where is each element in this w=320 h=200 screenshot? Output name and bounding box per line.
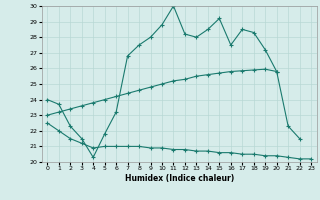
X-axis label: Humidex (Indice chaleur): Humidex (Indice chaleur) xyxy=(124,174,234,183)
